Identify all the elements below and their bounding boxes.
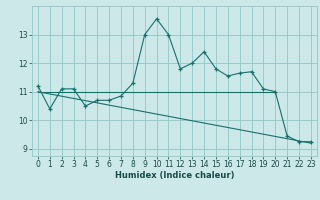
X-axis label: Humidex (Indice chaleur): Humidex (Indice chaleur) [115, 171, 234, 180]
